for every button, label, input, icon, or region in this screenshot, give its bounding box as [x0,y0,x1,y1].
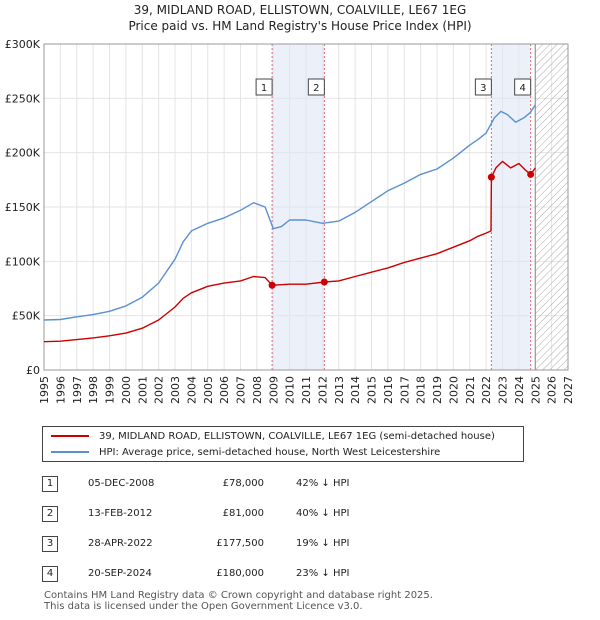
x-tick-label: 1997 [71,376,84,404]
x-tick-label: 2014 [349,376,362,404]
x-tick-label: 2004 [185,376,198,404]
x-tick-label: 1998 [87,376,100,404]
sale-point [320,278,328,286]
sale-number-badge: 4 [42,566,58,582]
x-tick-label: 2027 [562,376,575,404]
x-tick-label: 2015 [366,376,379,404]
forecast-region [535,44,568,370]
sale-price: £180,000 [216,568,264,579]
legend-hpi: HPI: Average price, semi-detached house,… [51,445,440,461]
sale-date: 20-SEP-2024 [88,568,152,579]
sale-label-box [307,78,325,96]
x-tick-label: 2024 [513,376,526,404]
footer-copyright: Contains HM Land Registry data © Crown c… [44,590,433,601]
sale-label-box [514,78,532,96]
sale-hpi-diff: 42% ↓ HPI [296,478,350,489]
x-tick-label: 2000 [120,376,133,404]
sale-label-number: 3 [480,83,486,94]
x-tick-label: 2009 [267,376,280,404]
sale-row: 1 05-DEC-2008 £78,000 42% ↓ HPI [42,474,462,494]
sale-row: 2 13-FEB-2012 £81,000 40% ↓ HPI [42,504,462,524]
sale-date: 05-DEC-2008 [88,478,155,489]
sale-label-box [474,78,492,96]
y-tick-label: £100K [5,255,41,268]
sale-date: 28-APR-2022 [88,538,153,549]
x-tick-label: 2012 [316,376,329,404]
x-tick-label: 2013 [333,376,346,404]
x-tick-label: 1996 [54,376,67,404]
x-tick-label: 2005 [202,376,215,404]
x-tick-label: 2003 [169,376,182,404]
sale-hpi-diff: 23% ↓ HPI [296,568,350,579]
sale-label-box [255,78,273,96]
y-tick-label: £50K [12,310,41,323]
sale-price: £78,000 [222,478,264,489]
sale-date: 13-FEB-2012 [88,508,153,519]
x-tick-label: 2017 [398,376,411,404]
legend-property-swatch [51,435,89,437]
x-tick-label: 2008 [251,376,264,404]
hpi-line [43,104,536,321]
sale-label-number: 1 [261,83,267,94]
x-tick-label: 2007 [235,376,248,404]
sale-label-number: 4 [519,83,525,94]
sale-number-badge: 2 [42,506,58,522]
x-tick-label: 2006 [218,376,231,404]
chart-legend: 39, MIDLAND ROAD, ELLISTOWN, COALVILLE, … [42,426,524,462]
footer-licence: This data is licensed under the Open Gov… [44,601,363,612]
x-tick-label: 2018 [415,376,428,404]
x-tick-label: 2016 [382,376,395,404]
y-tick-label: £0 [26,364,40,377]
y-tick-label: £250K [5,92,41,105]
x-tick-label: 2021 [464,376,477,404]
ownership-band [491,44,531,370]
ownership-band [272,44,325,370]
x-tick-label: 2020 [447,376,460,404]
sale-point [527,170,535,178]
chart-title-line2: Price paid vs. HM Land Registry's House … [128,19,472,33]
sale-hpi-diff: 19% ↓ HPI [296,538,350,549]
x-tick-label: 1995 [38,376,51,404]
chart-title-line1: 39, MIDLAND ROAD, ELLISTOWN, COALVILLE, … [133,3,467,17]
sale-row: 4 20-SEP-2024 £180,000 23% ↓ HPI [42,564,462,584]
legend-property: 39, MIDLAND ROAD, ELLISTOWN, COALVILLE, … [51,429,495,445]
plot-border [43,43,569,371]
sale-number-badge: 3 [42,536,58,552]
y-tick-label: £300K [5,38,41,51]
footer: Contains HM Land Registry data © Crown c… [44,590,433,612]
x-tick-label: 2022 [480,376,493,404]
x-tick-label: 2001 [136,376,149,404]
sale-hpi-diff: 40% ↓ HPI [296,508,350,519]
sale-number-badge: 1 [42,476,58,492]
sale-price: £177,500 [216,538,264,549]
x-tick-label: 2023 [497,376,510,404]
x-tick-label: 2002 [153,376,166,404]
x-tick-label: 2026 [546,376,559,404]
x-tick-label: 2019 [431,376,444,404]
sale-point [487,173,495,181]
legend-hpi-swatch [51,451,89,453]
x-tick-label: 2011 [300,376,313,404]
sale-label-number: 2 [313,83,319,94]
x-tick-label: 1999 [104,376,117,404]
x-tick-label: 2010 [284,376,297,404]
legend-property-label: 39, MIDLAND ROAD, ELLISTOWN, COALVILLE, … [99,431,495,442]
sale-row: 3 28-APR-2022 £177,500 19% ↓ HPI [42,534,462,554]
x-tick-label: 2025 [529,376,542,404]
legend-hpi-label: HPI: Average price, semi-detached house,… [99,447,441,458]
y-tick-label: £150K [5,201,41,214]
sale-point [268,281,276,289]
y-tick-label: £200K [5,147,41,160]
sale-price: £81,000 [222,508,264,519]
